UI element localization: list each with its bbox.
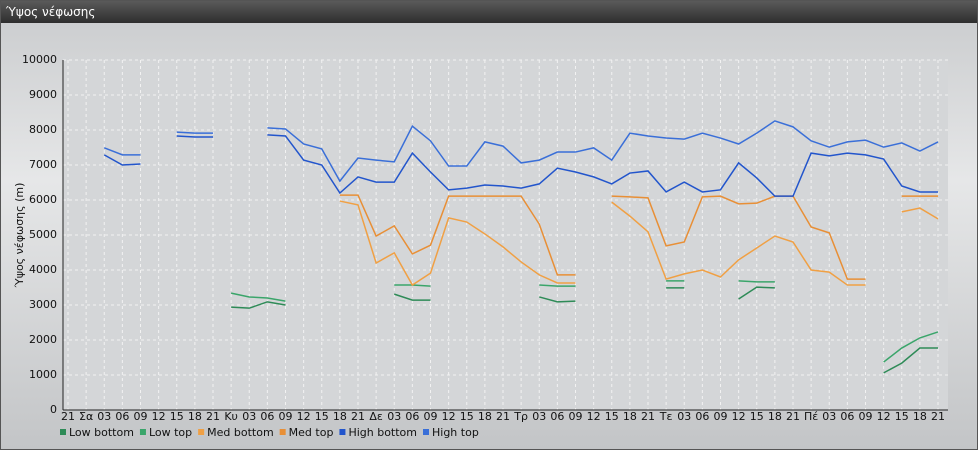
- y-tick-label: 7000: [29, 158, 57, 171]
- x-tick-label: 15: [895, 410, 909, 423]
- legend-swatch: [339, 429, 346, 435]
- x-tick-label: Δε: [369, 410, 383, 423]
- series-line: [339, 194, 938, 280]
- x-tick-label: 03: [677, 410, 691, 423]
- x-tick-label: 09: [134, 410, 148, 423]
- x-tick-label: 21: [786, 410, 800, 423]
- y-tick-label: 2000: [29, 333, 57, 346]
- x-tick-label: 09: [714, 410, 728, 423]
- x-tick-label: Τε: [659, 410, 673, 423]
- x-tick-label: 09: [279, 410, 293, 423]
- series-line: [231, 286, 938, 374]
- y-tick-label: 9000: [29, 88, 57, 101]
- x-tick-label: 12: [587, 410, 601, 423]
- x-tick-label: 15: [315, 410, 329, 423]
- x-tick-label: 12: [152, 410, 166, 423]
- x-tick-label: 18: [188, 410, 202, 423]
- x-tick-label: Κυ: [224, 410, 238, 423]
- x-tick-label: 15: [460, 410, 474, 423]
- x-tick-label: 06: [405, 410, 419, 423]
- y-axis-label: Ύψος νέφωσης (m): [13, 183, 26, 289]
- x-tick-label: 06: [695, 410, 709, 423]
- x-tick-label: 18: [768, 410, 782, 423]
- plot-area: [63, 60, 948, 410]
- x-tick-label: 15: [750, 410, 764, 423]
- y-tick-label: 1000: [29, 368, 57, 381]
- window-title: Ύψος νέφωσης: [1, 1, 977, 23]
- legend-label: High bottom: [348, 426, 417, 439]
- y-tick-label: 5000: [29, 228, 57, 241]
- x-tick-label: 15: [170, 410, 184, 423]
- x-tick-label: 18: [478, 410, 492, 423]
- legend-label: Low bottom: [69, 426, 134, 439]
- y-tick-label: 10000: [22, 53, 57, 66]
- legend-swatch: [423, 429, 429, 435]
- legend-label: Med bottom: [207, 426, 274, 439]
- legend-swatch: [139, 429, 146, 435]
- series-line: [103, 120, 939, 183]
- x-tick-label: 06: [840, 410, 854, 423]
- y-tick-label: 8000: [29, 123, 57, 136]
- x-tick-label: 18: [913, 410, 927, 423]
- x-tick-label: 18: [623, 410, 637, 423]
- legend-swatch: [198, 429, 205, 435]
- x-tick-label: Πέ: [804, 410, 818, 423]
- x-tick-label: 06: [260, 410, 274, 423]
- x-tick-label: 09: [569, 410, 583, 423]
- x-tick-label: 12: [732, 410, 746, 423]
- x-tick-label: 15: [605, 410, 619, 423]
- y-tick-label: 0: [50, 403, 57, 416]
- series-line: [339, 200, 939, 287]
- legend-label: Med top: [289, 426, 334, 439]
- x-tick-label: 12: [877, 410, 891, 423]
- x-tick-label: 21: [641, 410, 655, 423]
- x-tick-label: 03: [97, 410, 111, 423]
- legend-swatch: [60, 429, 66, 435]
- x-tick-label: 03: [242, 410, 256, 423]
- y-tick-label: 6000: [29, 193, 57, 206]
- x-tick-label: 09: [424, 410, 438, 423]
- x-tick-label: 21: [931, 410, 945, 423]
- x-tick-label: 06: [115, 410, 129, 423]
- x-tick-label: Τρ: [513, 410, 528, 423]
- x-tick-label: 21: [496, 410, 510, 423]
- x-tick-label: Σα: [79, 410, 93, 423]
- x-tick-label: 12: [297, 410, 311, 423]
- legend-swatch: [279, 429, 286, 435]
- legend-label: Low top: [149, 426, 192, 439]
- x-tick-label: 06: [550, 410, 564, 423]
- x-tick-label: 18: [333, 410, 347, 423]
- series-line: [103, 134, 938, 197]
- x-tick-label: 12: [442, 410, 456, 423]
- x-tick-label: 03: [822, 410, 836, 423]
- x-tick-label: 09: [859, 410, 873, 423]
- y-tick-label: 3000: [29, 298, 57, 311]
- x-tick-label: 03: [532, 410, 546, 423]
- x-tick-label: 21: [351, 410, 365, 423]
- x-tick-label: 21: [206, 410, 220, 423]
- x-tick-label: 03: [387, 410, 401, 423]
- y-tick-label: 4000: [29, 263, 57, 276]
- x-tick-label: 21: [61, 410, 75, 423]
- legend-label: High top: [432, 426, 479, 439]
